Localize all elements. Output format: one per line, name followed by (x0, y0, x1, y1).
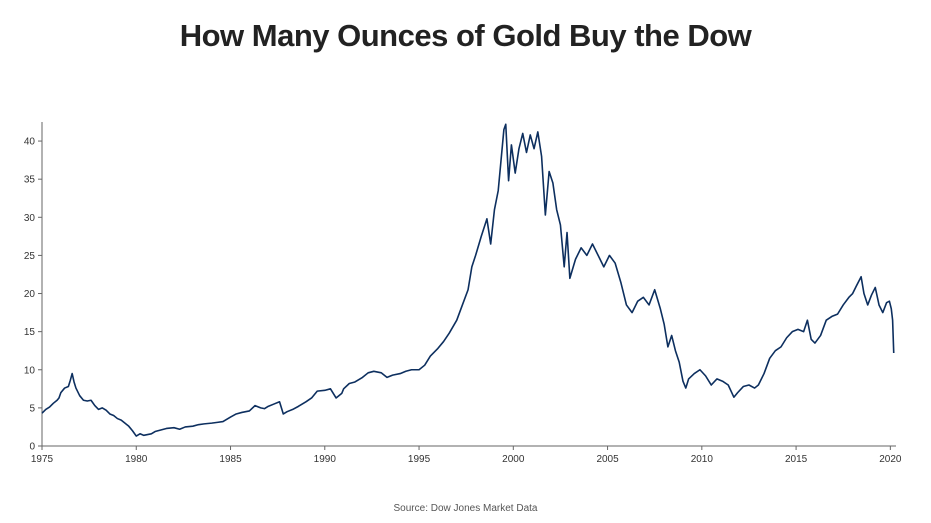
x-tick-label: 1990 (314, 454, 337, 465)
x-tick-label: 2000 (502, 454, 525, 465)
y-tick-label: 5 (29, 403, 35, 414)
y-tick-label: 0 (29, 442, 35, 453)
x-tick-label: 1995 (408, 454, 431, 465)
y-tick-label: 25 (24, 251, 36, 262)
x-tick-label: 2020 (879, 454, 902, 465)
x-tick-label: 1975 (31, 454, 54, 465)
ticks: 0 5 10 15 20 25 30 35 40 1975 1980 1985 1990 1995 2000… (24, 137, 902, 465)
y-tick-label: 10 (24, 365, 36, 376)
chart-area: 0 5 10 15 20 25 30 35 40 1975 1980 1985 1990 1995 2000… (24, 122, 902, 465)
series-line (41, 123, 895, 437)
y-tick-label: 20 (24, 289, 36, 300)
x-tick-label: 2005 (596, 454, 619, 465)
x-tick-label: 1980 (125, 454, 148, 465)
x-tick-label: 2015 (785, 454, 808, 465)
x-tick-label: 2010 (691, 454, 714, 465)
y-tick-label: 35 (24, 175, 36, 186)
y-tick-label: 15 (24, 327, 36, 338)
chart-title: How Many Ounces of Gold Buy the Dow (179, 18, 752, 53)
y-tick-label: 30 (24, 213, 36, 224)
y-tick-label: 40 (24, 137, 36, 148)
x-tick-label: 1985 (219, 454, 242, 465)
series-group (41, 123, 895, 437)
source-note: Source: Dow Jones Market Data (393, 503, 538, 514)
axes (41, 122, 896, 447)
